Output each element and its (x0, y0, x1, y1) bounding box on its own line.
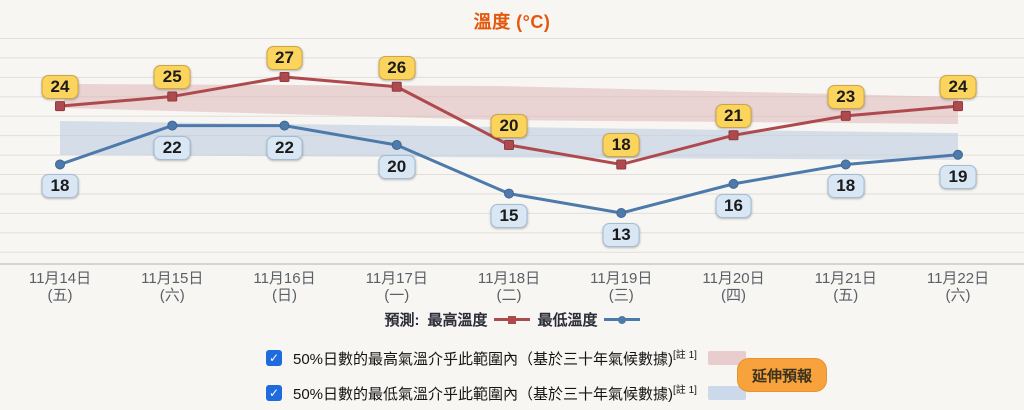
min-temp-point[interactable] (279, 120, 290, 131)
max-temp-value-label: 18 (602, 133, 640, 158)
min-series-line-icon (603, 315, 640, 324)
min-temp-value-label: 13 (602, 223, 640, 248)
x-axis-label: 11月22日 (六) (926, 270, 990, 304)
max-temp-value-label: 25 (153, 65, 191, 90)
x-axis-label: 11月19日 (三) (590, 270, 653, 304)
min-temp-value-label: 18 (827, 174, 865, 199)
legend-prefix: 預測: (384, 312, 420, 329)
min-temp-point[interactable] (953, 149, 963, 160)
legend-item-min-temp[interactable]: 最低溫度 (538, 309, 640, 330)
min-temp-value-label: 15 (490, 203, 528, 228)
x-axis-label: 11月14日 (五) (28, 270, 92, 304)
x-axis-label: 11月18日 (二) (477, 270, 541, 304)
footnote-ref: [註 1] (673, 350, 697, 361)
max-range-checkbox-label: 50%日數的最高氣溫介乎此範圍內（基於三十年氣候數據)[註 1] (293, 350, 697, 368)
x-axis-label: 11月15日 (六) (141, 270, 204, 304)
max-range-checkbox-row: ✓ 50%日數的最高氣溫介乎此範圍內（基於三十年氣候數據)[註 1] (266, 346, 746, 369)
x-axis-label: 11月21日 (五) (814, 270, 877, 304)
max-temp-point[interactable] (616, 159, 627, 170)
min-temp-point[interactable] (55, 159, 65, 170)
max-temp-point[interactable] (55, 101, 65, 112)
max-temp-point[interactable] (279, 72, 290, 83)
min-temp-point[interactable] (616, 208, 627, 219)
max-temp-point[interactable] (391, 81, 402, 92)
min-temp-value-label: 16 (715, 193, 752, 218)
legend-max-label: 最高溫度 (427, 312, 488, 329)
min-temp-value-label: 20 (378, 155, 416, 180)
min-temp-point[interactable] (728, 178, 739, 189)
min-temp-point[interactable] (391, 140, 402, 151)
x-axis-label: 11月20日 (四) (702, 270, 765, 304)
max-temp-point[interactable] (840, 110, 851, 121)
min-temp-value-label: 22 (266, 135, 303, 160)
min-temp-point[interactable] (167, 120, 178, 131)
max-series-line-icon (493, 315, 530, 324)
chart-title: 溫度 (°C) (473, 12, 551, 32)
min-range-swatch (707, 385, 746, 400)
max-temp-point[interactable] (728, 130, 739, 141)
max-range-swatch (707, 350, 746, 365)
max-temp-value-label: 27 (266, 46, 303, 71)
min-temp-value-label: 18 (41, 174, 79, 199)
extended-forecast-button[interactable]: 延伸預報 (737, 358, 827, 392)
footnote-ref: [註 1] (673, 385, 697, 396)
min-temp-point[interactable] (504, 188, 514, 199)
max-temp-point[interactable] (167, 91, 178, 102)
min-temp-value-label: 22 (153, 135, 191, 160)
legend-item-max-temp[interactable]: 最高溫度 (427, 309, 530, 330)
square-marker-icon (507, 315, 516, 324)
min-temp-value-label: 19 (939, 164, 977, 189)
max-temp-value-label: 26 (378, 55, 416, 80)
x-axis-label: 11月16日 (日) (253, 270, 316, 304)
x-axis-label: 11月17日 (一) (365, 270, 428, 304)
chart-legend: 預測: 最高溫度 最低溫度 (0, 309, 1024, 330)
max-temp-value-label: 24 (939, 75, 977, 100)
legend-min-label: 最低溫度 (537, 312, 598, 329)
max-temp-value-label: 20 (490, 114, 528, 139)
min-range-checkbox-label: 50%日數的最低氣溫介乎此範圍內（基於三十年氣候數據)[註 1] (293, 385, 697, 403)
max-temp-value-label: 24 (41, 75, 79, 100)
min-temp-point[interactable] (840, 159, 851, 170)
circle-marker-icon (617, 315, 626, 324)
max-range-checkbox[interactable]: ✓ (266, 349, 282, 366)
min-range-checkbox-row: ✓ 50%日數的最低氣溫介乎此範圍內（基於三十年氣候數據)[註 1] (266, 381, 746, 404)
max-temp-point[interactable] (953, 101, 963, 112)
max-temp-value-label: 21 (715, 104, 752, 129)
min-range-checkbox[interactable]: ✓ (266, 384, 282, 401)
max-temp-point[interactable] (504, 140, 514, 151)
max-temp-value-label: 23 (827, 84, 865, 109)
